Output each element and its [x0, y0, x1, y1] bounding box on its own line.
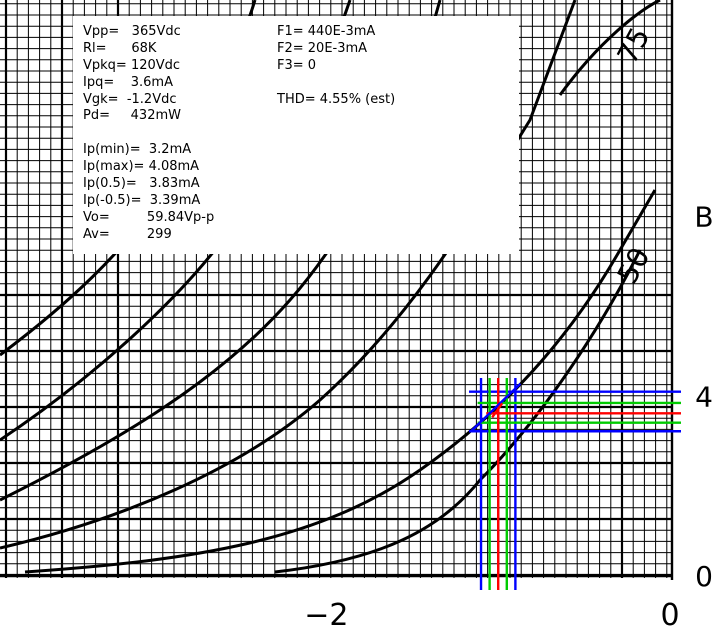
left-line: Vgk= -1.2Vdc — [83, 91, 177, 107]
y-tick-label: B — [694, 201, 713, 234]
left-line: Vpp= 365Vdc — [83, 24, 181, 39]
distortion-values: F1= 440E-3mA F2= 20E-3mA F3= 0 THD= 4.55% (… — [277, 24, 395, 108]
operating-point-values: Vpp= 365Vdc Rl= 68K Vpkq= 120Vdc Ipq= 3.6mA… — [83, 24, 214, 244]
left-line: Ip(0.5)= 3.83mA — [83, 176, 200, 192]
left-line: Ip(max)= 4.08mA — [83, 159, 200, 175]
left-line: Ip(-0.5)= 3.39mA — [83, 192, 201, 208]
left-line: Pd= 432mW — [83, 108, 181, 124]
left-line: Av= 299 — [83, 226, 172, 242]
right-line: F3= 0 — [277, 57, 317, 73]
tick-labels: −2 00 4 B — [304, 201, 713, 631]
curve-label: 50 — [611, 242, 657, 289]
spacer — [277, 75, 395, 92]
right-line: F1= 440E-3mA — [277, 24, 376, 39]
y-tick-label: 4 — [695, 380, 713, 413]
left-line: Rl= 68K — [83, 40, 157, 56]
results-panel: Vpp= 365Vdc Rl= 68K Vpkq= 120Vdc Ipq= 3.6mA… — [73, 16, 519, 254]
quiescent-marker — [491, 402, 504, 418]
x-tick-label: −2 — [304, 598, 348, 631]
operating-lines — [469, 378, 681, 590]
spacer — [83, 125, 214, 142]
y-tick-label: 0 — [695, 560, 713, 593]
load-line-segment — [470, 382, 522, 433]
left-line: Ip(min)= 3.2mA — [83, 142, 192, 158]
left-line: Vo= 59.84Vp-p — [83, 209, 215, 225]
right-line: THD= 4.55% (est) — [277, 91, 396, 107]
left-line: Ipq= 3.6mA — [83, 74, 173, 90]
left-line: Vpkq= 120Vdc — [83, 57, 181, 73]
x-tick-label: 0 — [660, 598, 679, 631]
right-line: F2= 20E-3mA — [277, 40, 368, 56]
plate-curve — [24, 189, 657, 574]
plate-curve — [274, 249, 642, 574]
plate-curve — [558, 0, 661, 96]
